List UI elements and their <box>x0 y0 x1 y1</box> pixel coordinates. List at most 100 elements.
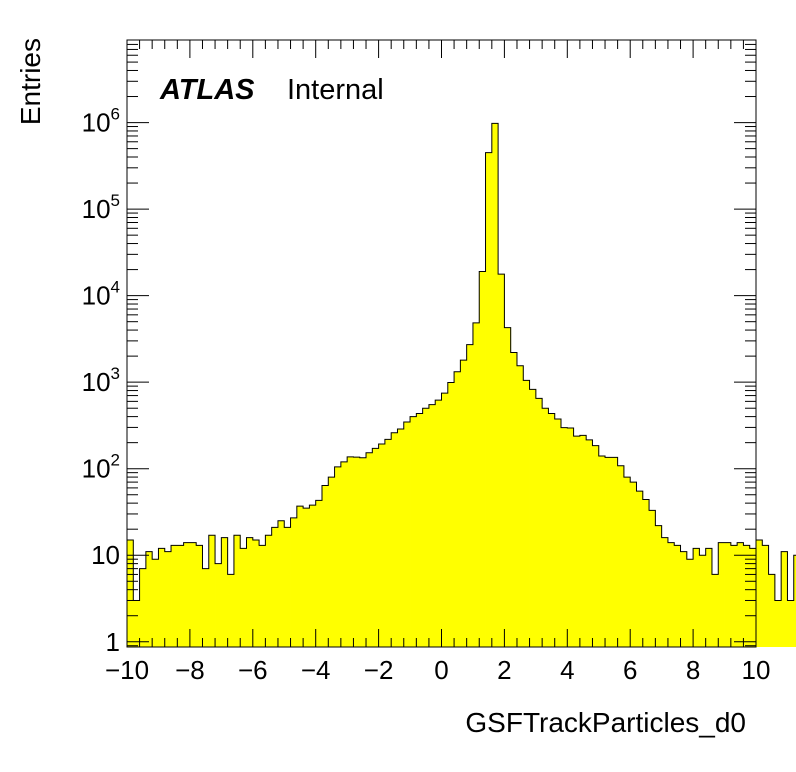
y-tick-label: 103 <box>82 364 120 397</box>
histogram-bar <box>567 428 574 647</box>
histogram-bar <box>378 443 386 647</box>
histogram-bar <box>573 436 581 647</box>
histogram-bar <box>498 274 505 647</box>
internal-label: Internal <box>287 74 384 106</box>
histogram-bar <box>202 568 210 647</box>
histogram-bar <box>479 271 486 647</box>
histogram-bar <box>491 123 499 647</box>
histogram-bar <box>686 559 694 647</box>
histogram-bar <box>730 545 738 647</box>
histogram-bar <box>579 435 587 647</box>
histogram-bar <box>271 527 279 647</box>
histogram-bar <box>611 457 619 647</box>
histogram-bar <box>208 535 216 647</box>
histogram-bar <box>711 574 719 647</box>
histogram-bar <box>441 393 449 647</box>
histogram-bar <box>768 574 776 647</box>
histogram-bar <box>705 548 713 647</box>
histogram-bar <box>592 445 600 647</box>
histogram-bar <box>472 322 480 647</box>
histogram-bar <box>781 551 788 647</box>
y-tick-label: 105 <box>82 191 120 224</box>
histogram-bar <box>693 548 700 647</box>
histogram-bar <box>774 600 782 647</box>
histogram-bar <box>428 404 436 647</box>
histogram-bar <box>586 439 593 647</box>
x-tick-label: 0 <box>434 655 448 685</box>
histogram-bar <box>485 152 493 647</box>
histogram-bar <box>523 380 530 647</box>
histogram-bar <box>340 461 348 647</box>
histogram-bar <box>762 545 769 647</box>
histogram-bar <box>749 548 757 647</box>
histogram-bar <box>756 539 763 647</box>
histogram-bar <box>353 457 361 647</box>
histogram-bar <box>680 551 688 647</box>
histogram-bar <box>347 456 354 647</box>
histogram-bar <box>196 545 203 647</box>
y-tick-label: 106 <box>82 105 120 138</box>
x-tick-label: 2 <box>497 655 511 685</box>
histogram-bar <box>649 510 656 647</box>
histogram-bar <box>183 542 191 647</box>
histogram-bar <box>542 408 549 647</box>
x-tick-label: −2 <box>364 655 394 685</box>
histogram-bar <box>164 551 172 647</box>
histogram-bar <box>246 537 254 647</box>
histogram-bar <box>674 545 681 647</box>
histogram-bar <box>296 506 304 647</box>
histogram-bar <box>529 389 537 647</box>
x-tick-label: −8 <box>175 655 205 685</box>
histogram-bar <box>435 400 442 647</box>
histogram-bar <box>145 551 153 647</box>
axis-ticks <box>126 39 757 647</box>
histogram-bar <box>321 485 329 647</box>
histogram-bars <box>126 122 796 647</box>
y-axis-title: Entries <box>15 38 46 125</box>
histogram-bar <box>623 477 631 647</box>
histogram-bar <box>158 548 166 647</box>
histogram-bar <box>743 545 751 647</box>
histogram-bar <box>221 537 229 647</box>
y-tick-label: 102 <box>82 451 120 484</box>
y-tick-labels: 1 10 102 103 104 105 106 <box>82 105 120 657</box>
histogram-bar <box>139 568 147 647</box>
histogram-bar <box>171 545 178 647</box>
histogram-bar <box>661 537 669 647</box>
histogram-bar <box>636 491 644 647</box>
histogram-bar <box>447 382 455 647</box>
histogram-bar <box>510 352 518 647</box>
histogram-bar <box>504 327 512 647</box>
histogram-bar <box>422 408 430 647</box>
histogram-bar <box>718 542 725 647</box>
histogram-bar <box>177 545 185 647</box>
histogram-bar <box>737 542 744 647</box>
plot-frame <box>126 39 757 648</box>
histogram-bar <box>605 457 612 647</box>
histogram-bar <box>416 413 424 647</box>
histogram-bar <box>309 505 317 647</box>
histogram-bar <box>403 421 411 647</box>
histogram-bar <box>189 542 197 647</box>
histogram-bar <box>334 466 342 647</box>
histogram-bar <box>617 465 625 647</box>
histogram-bar <box>359 457 367 647</box>
histogram-bar <box>233 535 241 647</box>
histogram-bar <box>554 419 562 647</box>
x-tick-label: 4 <box>560 655 574 685</box>
x-tick-label: 8 <box>686 655 700 685</box>
y-tick-label: 104 <box>82 278 120 311</box>
histogram-bar <box>516 365 524 647</box>
histogram-bar <box>454 371 461 647</box>
histogram-bar <box>655 525 663 647</box>
histogram-bar <box>227 574 235 647</box>
histogram-bar <box>240 548 247 647</box>
histogram-bar <box>724 542 732 647</box>
histogram-bar <box>372 448 379 647</box>
histogram-bar <box>460 360 468 647</box>
histogram-bar <box>793 555 796 647</box>
histogram-bar <box>265 535 273 647</box>
histogram-bar <box>410 416 417 647</box>
histogram-bar <box>667 542 675 647</box>
